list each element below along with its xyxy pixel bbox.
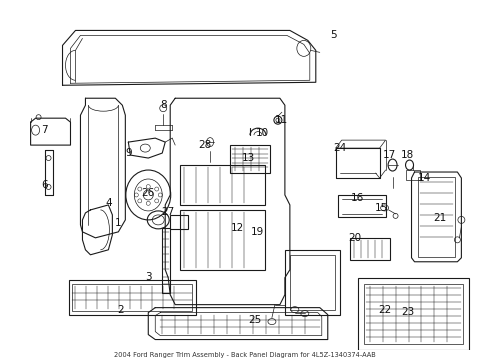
Bar	[417, 177, 454, 257]
Bar	[180, 165, 264, 205]
Text: 11: 11	[275, 115, 288, 125]
Text: 21: 21	[432, 213, 445, 223]
Bar	[337, 195, 385, 217]
Text: 10: 10	[255, 128, 268, 138]
Text: 27: 27	[161, 207, 175, 217]
Bar	[72, 284, 192, 311]
Text: 12: 12	[230, 223, 243, 233]
Bar	[357, 278, 468, 350]
Bar	[289, 255, 334, 310]
Text: 14: 14	[417, 173, 430, 183]
Text: 13: 13	[241, 153, 254, 163]
Text: 18: 18	[400, 150, 413, 160]
Text: 20: 20	[347, 233, 361, 243]
Text: 4: 4	[105, 198, 111, 208]
Bar	[285, 250, 339, 315]
Bar	[405, 170, 419, 180]
Text: 24: 24	[332, 143, 346, 153]
Text: 26: 26	[142, 188, 155, 198]
Text: 5: 5	[330, 30, 336, 40]
Text: 15: 15	[374, 203, 387, 213]
Text: 6: 6	[41, 180, 48, 190]
Bar	[229, 145, 269, 173]
Text: 25: 25	[248, 315, 261, 325]
Bar	[68, 280, 196, 315]
Bar	[162, 228, 170, 293]
Text: 17: 17	[382, 150, 395, 160]
Bar	[170, 215, 188, 229]
Text: 22: 22	[377, 305, 390, 315]
Text: 19: 19	[250, 227, 263, 237]
Bar	[180, 210, 264, 270]
Text: 2: 2	[117, 305, 123, 315]
Text: 23: 23	[400, 307, 413, 317]
Text: 2004 Ford Ranger Trim Assembly - Back Panel Diagram for 4L5Z-1340374-AAB: 2004 Ford Ranger Trim Assembly - Back Pa…	[113, 352, 375, 358]
Text: 8: 8	[160, 100, 166, 110]
Text: 1: 1	[115, 218, 122, 228]
Text: 7: 7	[41, 125, 48, 135]
Text: 16: 16	[350, 193, 364, 203]
Bar	[349, 238, 389, 260]
Text: 28: 28	[198, 140, 211, 150]
Text: 3: 3	[144, 272, 151, 282]
Bar	[363, 284, 463, 343]
Text: 9: 9	[125, 148, 131, 158]
